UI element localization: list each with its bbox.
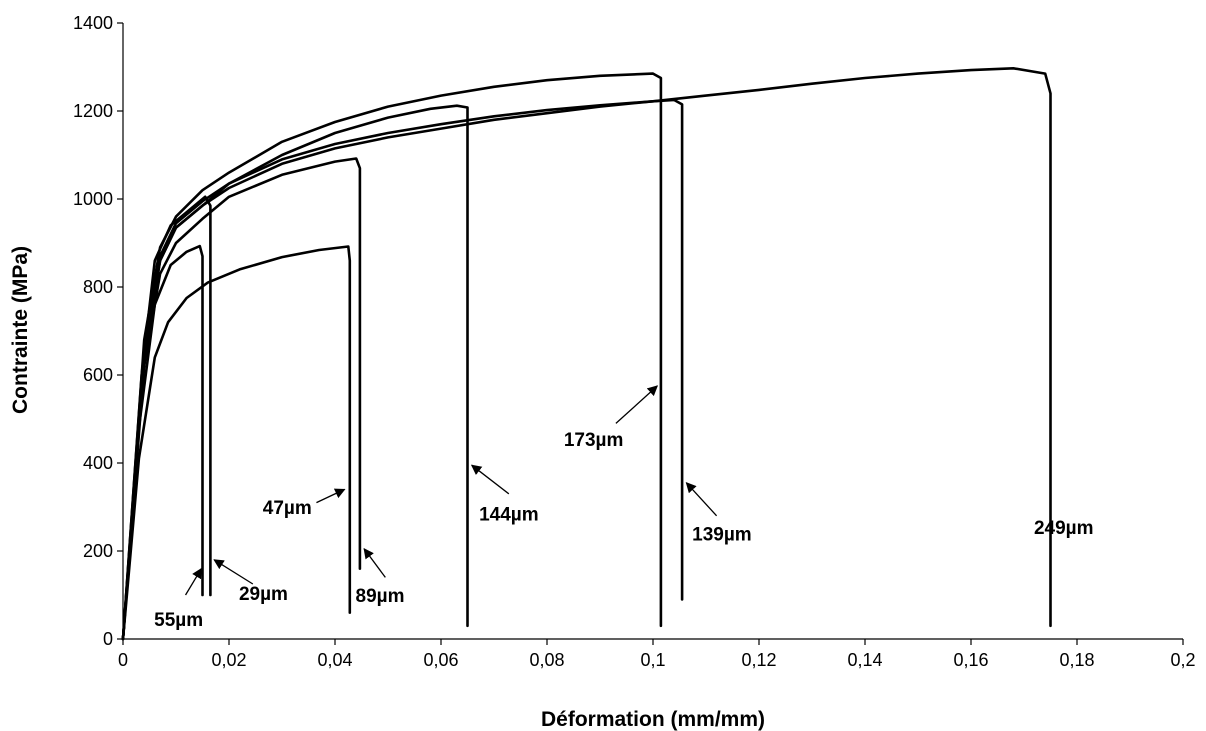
y-tick-label: 0	[103, 629, 113, 649]
x-tick-label: 0,06	[423, 650, 458, 670]
y-axis-ticks: 0 200 400 600 800 1000 1200 1400	[73, 13, 123, 649]
curve-s144	[121, 104, 469, 641]
curve-s139	[121, 98, 684, 641]
x-tick-label: 0	[118, 650, 128, 670]
annotation-label: 173µm	[564, 430, 624, 451]
y-tick-label: 1000	[73, 189, 113, 209]
x-tick-label: 0,16	[953, 650, 988, 670]
sample-annotations: 55µm 29µm 47µm 89µm 144µm 173µm 139µm 249µm	[154, 385, 1094, 631]
curve-s89	[121, 157, 362, 641]
curve-s55	[121, 244, 204, 641]
curve-s249	[121, 67, 1052, 641]
annotation-label: 139µm	[692, 524, 752, 545]
annotation-arrow	[213, 559, 254, 585]
y-tick-label: 1200	[73, 101, 113, 121]
annotation-arrow	[470, 464, 510, 495]
curve-s47	[121, 245, 352, 641]
y-tick-label: 200	[83, 541, 113, 561]
annotation-arrow	[316, 488, 346, 504]
x-tick-label: 0,18	[1059, 650, 1094, 670]
y-tick-label: 400	[83, 453, 113, 473]
x-tick-label: 0,14	[847, 650, 882, 670]
annotation-label: 144µm	[479, 505, 539, 526]
annotation-label: 29µm	[239, 584, 288, 605]
x-tick-label: 0,12	[741, 650, 776, 670]
y-tick-label: 800	[83, 277, 113, 297]
x-axis-title: Déformation (mm/mm)	[541, 708, 765, 731]
annotation-label: 47µm	[263, 498, 312, 519]
stress-strain-curves	[121, 67, 1052, 641]
x-tick-label: 0,04	[317, 650, 352, 670]
x-tick-label: 0,2	[1170, 650, 1195, 670]
x-axis-ticks: 0 0,02 0,04 0,06 0,08 0,1 0,12 0,14 0,16 0,18 0,2	[118, 639, 1196, 670]
axes	[122, 23, 1183, 640]
curve-s173	[121, 72, 663, 641]
x-tick-label: 0,1	[640, 650, 665, 670]
x-tick-label: 0,02	[211, 650, 246, 670]
y-tick-label: 1400	[73, 13, 113, 33]
annotation-label: 89µm	[356, 586, 405, 607]
annotation-arrow	[685, 482, 718, 517]
y-tick-label: 600	[83, 365, 113, 385]
y-axis-title: Contrainte (MPa)	[9, 246, 32, 414]
annotation-label: 55µm	[154, 610, 203, 631]
annotation-arrow	[184, 567, 202, 596]
x-tick-label: 0,08	[529, 650, 564, 670]
annotation-arrow	[363, 547, 386, 578]
annotation-label: 249µm	[1034, 518, 1094, 539]
annotation-arrow	[615, 385, 659, 424]
